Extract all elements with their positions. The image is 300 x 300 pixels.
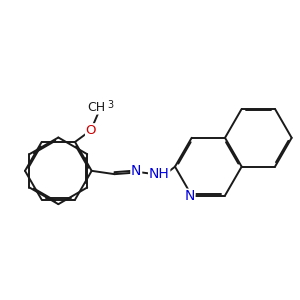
Text: 3: 3 [107, 100, 114, 110]
Text: CH: CH [87, 101, 105, 114]
Text: NH: NH [149, 167, 170, 181]
Text: N: N [131, 164, 141, 178]
Text: N: N [184, 189, 195, 203]
Text: O: O [85, 124, 96, 137]
